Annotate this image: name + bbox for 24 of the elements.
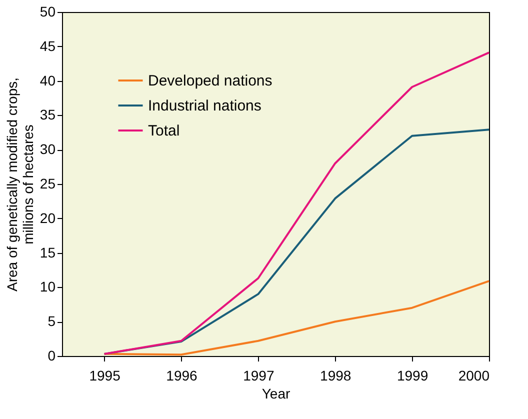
y-tick-label: 15: [40, 244, 56, 260]
legend-label: Total: [148, 122, 180, 140]
y-tick-label: 0: [48, 348, 56, 364]
y-tick-label: 45: [40, 38, 56, 54]
x-axis-title: Year: [262, 386, 290, 402]
line-series: [103, 52, 490, 355]
x-tick-label: 1998: [320, 368, 352, 384]
x-tick-label: 2000: [458, 368, 490, 384]
legend-label: Developed nations: [148, 72, 272, 90]
y-tick-label: 10: [40, 278, 56, 295]
y-tick-label: 5: [48, 313, 56, 330]
y-tick-label: 40: [40, 72, 56, 88]
x-tick-label: 1999: [396, 368, 428, 384]
legend-label: Industrial nations: [148, 98, 262, 114]
x-tick-label: 1995: [89, 368, 121, 384]
y-tick-label: 30: [40, 141, 56, 158]
y-tick-label: 35: [40, 106, 56, 123]
y-axis-title: Area of genetically modified crops, millions of hectares: [4, 78, 36, 292]
x-tick-label: 1996: [166, 368, 198, 384]
y-tick-label: 25: [40, 176, 56, 192]
y-tick-label: 20: [40, 210, 56, 226]
y-tick-label: 50: [40, 4, 56, 20]
x-tick-label: 1997: [243, 368, 274, 384]
line-series: [103, 280, 490, 356]
